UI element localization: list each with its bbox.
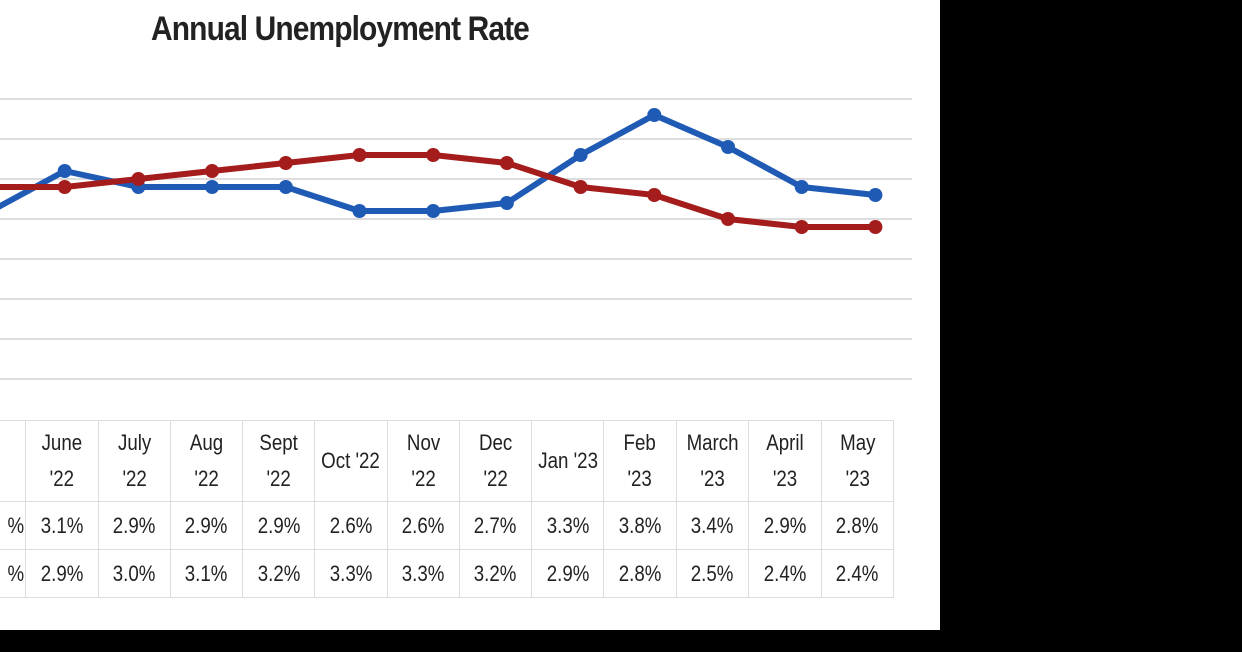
data-point	[573, 180, 588, 194]
data-point	[57, 180, 72, 194]
data-point	[205, 164, 220, 178]
category-label: June '22	[25, 420, 99, 502]
data-label: 2.8%	[820, 501, 895, 550]
data-point	[573, 148, 588, 162]
data-label: 3.1%	[25, 501, 99, 550]
data-label: 2.7%	[458, 501, 533, 550]
category-label: Nov '22	[386, 420, 460, 502]
data-label: 2.8%	[603, 549, 677, 598]
category-label: Feb '23	[603, 420, 677, 502]
data-point	[426, 204, 441, 218]
data-point	[426, 148, 441, 162]
data-label: 2.9%	[169, 501, 244, 550]
category-label: March '23	[675, 420, 750, 502]
data-point	[721, 140, 735, 154]
data-point	[131, 172, 146, 186]
category-label: Oct '22	[314, 420, 388, 502]
data-label: 2.9%	[242, 501, 316, 550]
data-label: 2.9%	[748, 501, 822, 550]
category-label: Dec '22	[458, 420, 533, 502]
data-label: 2.5%	[675, 549, 750, 598]
data-label: 3.4%	[675, 501, 750, 550]
data-point	[352, 148, 367, 162]
data-point	[352, 204, 367, 218]
data-point	[278, 180, 293, 194]
table-row: % 3.1% 2.9% 2.9% 2.9% 2.6% 2.6% 2.7% 3.3% 3.8% 3.4…	[0, 501, 895, 550]
data-point	[499, 196, 514, 210]
data-point	[499, 156, 514, 170]
data-label: %	[0, 549, 27, 598]
data-label: 2.9%	[97, 501, 171, 550]
category-label: Aug '22	[169, 420, 244, 502]
data-label: 3.1%	[169, 549, 244, 598]
category-label: Jan '23	[531, 420, 605, 502]
data-label: 2.6%	[386, 501, 460, 550]
data-point	[278, 156, 293, 170]
data-label: 2.4%	[820, 549, 895, 598]
data-label: 3.0%	[97, 549, 171, 598]
series-line-0	[0, 112, 876, 214]
data-point	[868, 188, 883, 202]
data-point	[721, 212, 735, 226]
data-label: 3.8%	[603, 501, 677, 550]
data-label: %	[0, 501, 27, 550]
data-point	[647, 108, 662, 122]
table-row: % 2.9% 3.0% 3.1% 3.2% 3.3% 3.3% 3.2% 2.9% 2.8% 2.5…	[0, 549, 895, 598]
data-label: 2.6%	[314, 501, 388, 550]
data-label: 3.2%	[458, 549, 533, 598]
data-point	[205, 180, 220, 194]
category-label: Sept '22	[242, 420, 316, 502]
data-label: 3.2%	[242, 549, 316, 598]
data-label: 2.9%	[531, 549, 605, 598]
data-point	[647, 188, 662, 202]
chart-title: Annual Unemployment Rate	[151, 10, 530, 48]
category-label: July '22	[97, 420, 171, 502]
data-label: 2.9%	[25, 549, 99, 598]
category-label: May '23	[820, 420, 895, 502]
data-label: 3.3%	[531, 501, 605, 550]
data-label: 3.3%	[314, 549, 388, 598]
data-point	[794, 180, 809, 194]
category-label: April '23	[748, 420, 822, 502]
data-label: 2.4%	[748, 549, 822, 598]
data-label: 3.3%	[386, 549, 460, 598]
data-point	[57, 164, 72, 178]
data-point	[794, 220, 809, 234]
category-label: y2	[0, 420, 27, 502]
data-point	[868, 220, 883, 234]
plot-area	[0, 98, 912, 380]
